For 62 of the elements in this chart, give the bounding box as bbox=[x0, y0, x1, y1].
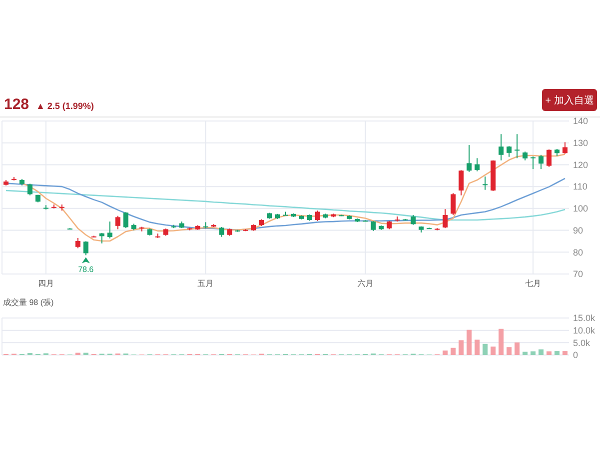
bar bbox=[490, 346, 496, 355]
bar bbox=[450, 348, 456, 355]
candlestick bbox=[219, 226, 224, 238]
bar bbox=[474, 340, 480, 355]
x-tick-label: 六月 bbox=[357, 279, 374, 288]
candlestick bbox=[562, 142, 568, 154]
bar bbox=[538, 349, 544, 355]
bar bbox=[458, 340, 464, 355]
candlestick bbox=[450, 192, 456, 216]
candlestick bbox=[107, 221, 112, 239]
y-tick-label: 120 bbox=[573, 160, 588, 170]
bar bbox=[498, 328, 504, 355]
candlestick bbox=[410, 214, 416, 226]
bar bbox=[442, 350, 448, 355]
y-tick-label: 130 bbox=[573, 138, 588, 148]
text: + 加入自選 bbox=[545, 94, 594, 106]
candlestick bbox=[370, 220, 376, 232]
chart-title: 128 bbox=[4, 96, 30, 113]
bar bbox=[546, 351, 552, 355]
x-tick-label: 四月 bbox=[38, 279, 54, 288]
candlestick bbox=[506, 146, 512, 158]
candlestick bbox=[482, 176, 488, 190]
candlestick bbox=[530, 156, 536, 170]
y-tick-label: 110 bbox=[573, 182, 588, 192]
chart-title: 成交量 98 (張) bbox=[3, 298, 54, 307]
chart-subtitle: ▲ 2.5 (1.99%) bbox=[36, 101, 94, 111]
bar bbox=[466, 330, 472, 355]
candlestick bbox=[283, 211, 288, 216]
x-tick-label: 七月 bbox=[525, 279, 542, 288]
candlestick bbox=[466, 144, 472, 172]
candlestick bbox=[514, 134, 520, 159]
y-tick-label: 80 bbox=[573, 247, 584, 258]
y-tick-label: 5.0k bbox=[573, 338, 591, 348]
bar bbox=[530, 351, 536, 355]
bar bbox=[554, 351, 560, 355]
y-tick-label: 140 bbox=[573, 116, 588, 126]
x-tick-label: 五月 bbox=[198, 279, 214, 288]
candlestick bbox=[115, 215, 120, 230]
bar bbox=[522, 352, 528, 355]
y-tick-label: 100 bbox=[573, 204, 588, 214]
candlestick bbox=[314, 210, 320, 222]
y-tick-label: 15.0k bbox=[573, 313, 596, 324]
candlestick bbox=[203, 222, 208, 229]
candlestick bbox=[538, 154, 544, 170]
y-tick-label: 10.0k bbox=[573, 325, 596, 336]
candlestick bbox=[546, 148, 552, 168]
annotation: 78.6 bbox=[78, 265, 94, 274]
y-tick-label: 70 bbox=[573, 269, 584, 280]
bar bbox=[482, 344, 488, 355]
candlestick bbox=[442, 208, 448, 229]
candlestick bbox=[498, 134, 504, 161]
candlestick bbox=[123, 212, 128, 229]
candlestick bbox=[27, 183, 32, 196]
bar bbox=[506, 347, 512, 355]
y-tick-label: 90 bbox=[573, 225, 584, 236]
candlestick bbox=[474, 158, 480, 172]
bar bbox=[514, 342, 520, 355]
candlestick bbox=[75, 237, 80, 249]
y-tick-label: 0 bbox=[573, 350, 578, 360]
candlestick bbox=[83, 240, 88, 256]
candlestick bbox=[458, 170, 464, 196]
bar bbox=[562, 351, 568, 355]
